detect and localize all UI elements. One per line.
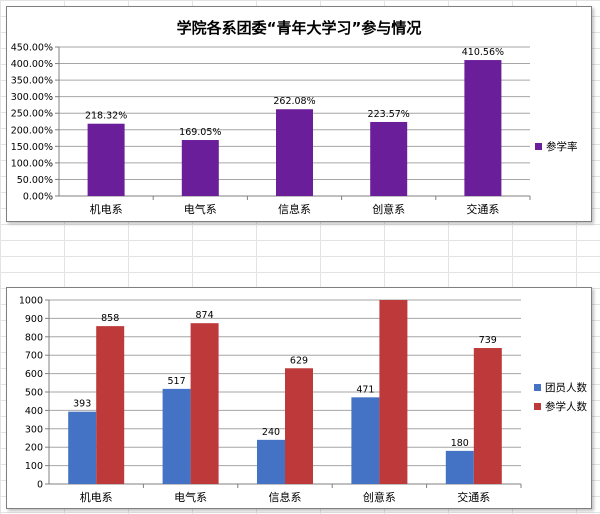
bar-团员人数-机电系: [68, 411, 97, 484]
data-label: 393: [73, 399, 91, 410]
x-category-label: 交通系: [466, 202, 499, 216]
y-tick-label: 700: [25, 351, 43, 362]
bar-参学人数-信息系: [285, 368, 313, 484]
data-label: 169.05%: [179, 127, 221, 138]
legend-label: 团员人数: [545, 381, 587, 394]
data-label: 180: [451, 438, 469, 449]
legend-swatch: [534, 384, 541, 391]
y-tick-label: 250.00%: [11, 109, 53, 120]
data-label: 739: [479, 335, 497, 346]
chart-member-counts-svg: 0 100 200 300 400 500 600 700 800 900 1000 机电系 电气系 信息…: [19, 296, 588, 505]
x-category-label: 机电系: [80, 490, 113, 504]
legend-swatch: [535, 143, 542, 150]
chart-participation-rate-svg: 学院各系团委“青年大学习”参与情况 0.00% 50.00% 100.00% 150.0…: [11, 19, 578, 216]
x-category-label: 创意系: [372, 202, 405, 216]
legend-label: 参学人数: [545, 400, 587, 413]
y-tick-label: 150.00%: [11, 142, 53, 153]
bar-参学率-信息系: [276, 109, 313, 196]
y-tick-label: 200: [25, 443, 43, 454]
y-tick-label: 0: [37, 480, 43, 491]
x-category-label: 信息系: [269, 490, 302, 504]
bar-参学人数-机电系: [96, 326, 125, 484]
data-label: 517: [168, 376, 186, 387]
data-label: 629: [290, 355, 308, 366]
y-tick-label: 600: [25, 369, 43, 380]
data-label: 410.56%: [462, 47, 504, 58]
y-tick-label: 100: [25, 461, 43, 472]
y-tick-label: 0.00%: [23, 192, 53, 203]
bar-团员人数-创意系: [351, 397, 380, 484]
y-tick-label: 50.00%: [17, 175, 53, 186]
data-label: 240: [262, 427, 280, 438]
y-tick-label: 200.00%: [11, 125, 53, 136]
data-label: 874: [196, 310, 214, 321]
bar-参学率-交通系: [464, 60, 502, 196]
bar-参学人数-交通系: [473, 348, 502, 484]
chart-participation-rate[interactable]: 学院各系团委“青年大学习”参与情况 0.00% 50.00% 100.00% 150.0…: [6, 6, 592, 222]
y-tick-label: 300: [25, 424, 43, 435]
y-tick-label: 400.00%: [11, 59, 53, 70]
x-category-label: 机电系: [90, 202, 123, 216]
y-tick-label: 350.00%: [11, 76, 53, 87]
bar-参学率-创意系: [370, 121, 408, 196]
x-category-label: 电气系: [174, 490, 207, 504]
data-label: 262.08%: [273, 96, 315, 107]
y-tick-label: 300.00%: [11, 92, 53, 103]
chart-member-counts[interactable]: 0 100 200 300 400 500 600 700 800 900 1000 机电系 电气系 信息…: [6, 287, 592, 509]
y-tick-label: 900: [25, 314, 43, 325]
y-tick-label: 500: [25, 388, 43, 399]
y-tick-label: 800: [25, 332, 43, 343]
bar-团员人数-信息系: [257, 439, 285, 484]
x-category-label: 电气系: [184, 202, 217, 216]
chart-title: 学院各系团委“青年大学习”参与情况: [177, 19, 422, 37]
data-label: 858: [101, 313, 119, 324]
data-label: 223.57%: [368, 109, 410, 120]
legend-label: 参学率: [546, 140, 578, 153]
legend-swatch: [534, 403, 541, 410]
bar-参学率-电气系: [181, 140, 219, 196]
data-label: 471: [356, 384, 374, 395]
x-category-label: 信息系: [278, 202, 311, 216]
bar-团员人数-电气系: [162, 388, 191, 484]
x-category-label: 创意系: [363, 490, 396, 504]
bar-参学人数-电气系: [190, 323, 219, 484]
y-tick-label: 100.00%: [11, 158, 53, 169]
y-tick-label: 400: [25, 406, 43, 417]
y-tick-label: 1000: [19, 296, 43, 307]
y-tick-label: 450.00%: [11, 43, 53, 54]
bar-团员人数-交通系: [445, 450, 474, 484]
bar-参学率-机电系: [87, 123, 125, 196]
bar-参学人数-创意系: [379, 300, 408, 484]
data-label: 218.32%: [85, 111, 127, 122]
x-category-label: 交通系: [457, 490, 490, 504]
